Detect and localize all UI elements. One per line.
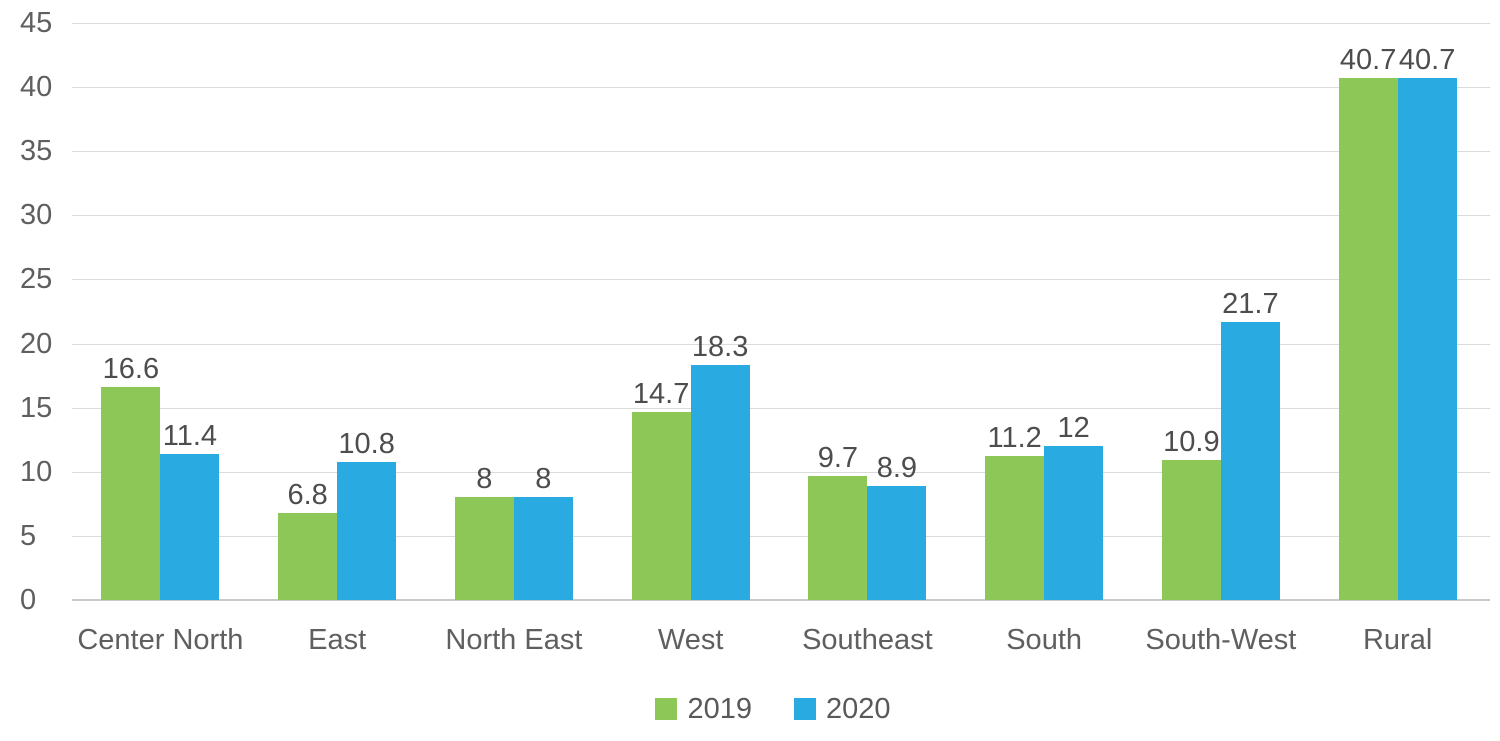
bar-2019 [985,456,1045,600]
gridline [72,87,1490,89]
bar-2020 [1044,446,1104,600]
category-label: North East [445,624,583,656]
bar-2020 [160,453,220,600]
y-tick-label: 5 [20,519,37,552]
bar-2019 [631,411,691,600]
gridline [72,535,1490,537]
y-tick-label: 45 [20,7,53,39]
category-label: West [657,624,724,656]
bar-value-label: 10.8 [338,427,395,460]
legend-item: 2019 [655,694,752,724]
bar-value-label: 40.7 [1398,44,1456,77]
gridline [72,151,1490,153]
y-tick-label: 35 [20,135,53,168]
y-tick-label: 0 [20,584,37,616]
legend-item: 2020 [794,694,891,724]
legend-label: 2020 [826,693,891,725]
legend-swatch-2019 [655,698,678,720]
bar-value-label: 18.3 [691,331,749,364]
bar-2019 [1161,460,1221,600]
bar-value-label: 12 [1057,412,1090,445]
bar-value-label: 6.8 [287,478,328,511]
legend-label: 2019 [687,693,752,725]
y-tick-label: 40 [20,71,53,104]
bar-value-label: 8.9 [876,451,918,484]
bar-value-label: 16.6 [102,353,160,386]
x-axis-line [72,599,1490,601]
bar-value-label: 11.2 [987,422,1042,455]
bar-2019 [808,475,868,600]
gridline [72,471,1490,473]
category-label: South-West [1145,624,1297,656]
bar-value-label: 8 [535,463,552,496]
category-label: East [308,624,367,656]
category-label: Southeast [802,624,933,656]
gridline [72,23,1490,24]
y-tick-label: 20 [20,327,53,360]
category-label: South [1006,624,1083,656]
legend-swatch-2020 [794,698,816,720]
category-label: Rural [1362,624,1433,656]
bar-value-label: 11.4 [162,419,218,452]
y-tick-label: 10 [20,455,53,488]
bar-2019 [278,512,338,600]
y-tick-label: 25 [20,263,53,296]
bar-2020 [1220,321,1280,600]
bar-value-label: 14.7 [632,377,690,410]
bar-2020 [690,365,750,600]
bar-value-label: 9.7 [817,441,859,474]
bar-2020 [867,485,927,600]
bar-2020 [1397,78,1457,600]
bar-2020 [513,497,573,600]
gridline [72,279,1490,281]
gridline [72,215,1490,217]
bar-value-label: 10.9 [1163,426,1220,459]
gridline [72,407,1490,409]
gridline [72,343,1490,345]
bar-value-label: 8 [476,463,493,496]
bar-2019 [454,497,514,600]
y-tick-label: 30 [20,199,53,232]
category-label: Center North [77,624,244,656]
bar-value-label: 40.7 [1339,44,1397,77]
legend: 2019 2020 [0,694,1500,724]
bar-value-label: 21.7 [1222,287,1279,320]
bar-2019 [101,387,161,600]
y-tick-label: 15 [20,391,53,424]
bar-2019 [1338,78,1398,600]
bar-2020 [337,461,397,600]
